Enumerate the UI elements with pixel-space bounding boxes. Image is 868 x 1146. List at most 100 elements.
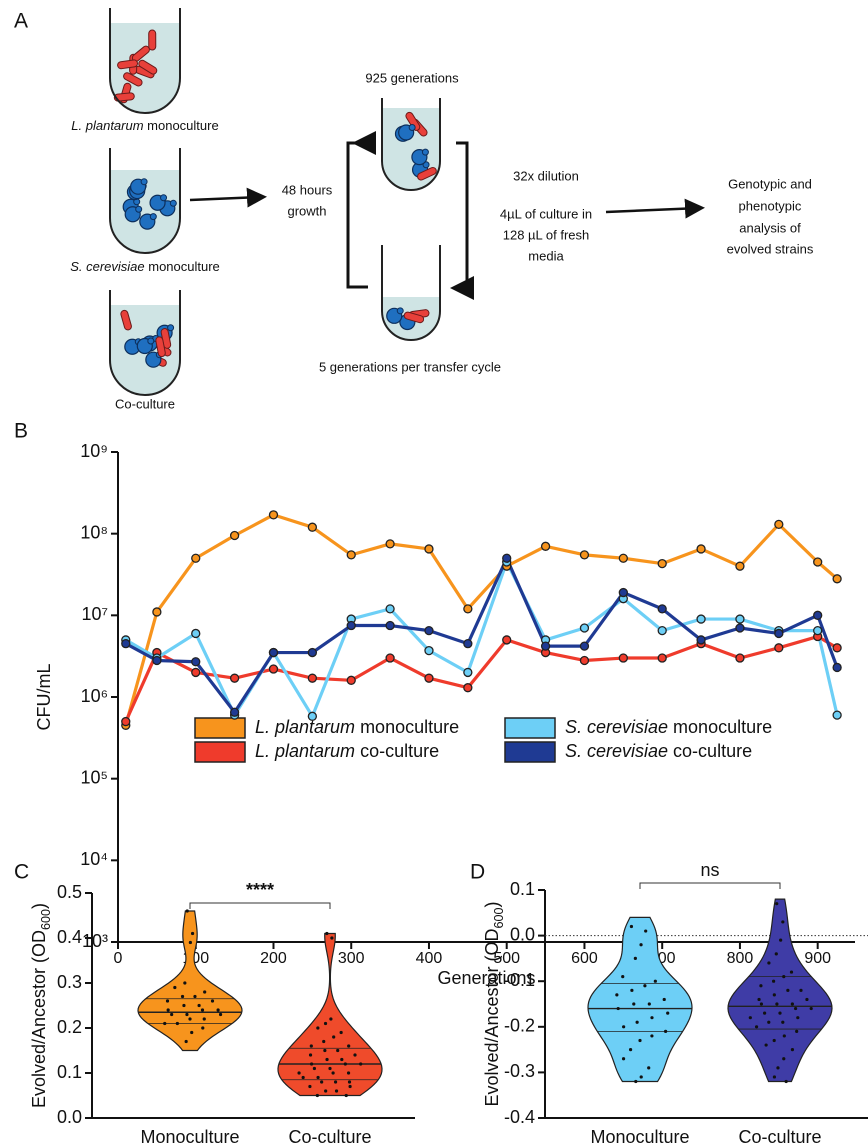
yeast-bud [147, 337, 155, 345]
data-point [353, 1053, 357, 1057]
yeast-bud [135, 205, 143, 213]
point [657, 558, 667, 569]
bacterium [123, 72, 143, 87]
point [307, 647, 318, 658]
label: 200 [260, 950, 287, 967]
label: 0.4 [57, 927, 82, 947]
point [424, 645, 434, 656]
label: 400 [416, 950, 443, 967]
data-point [638, 1038, 642, 1043]
point [832, 574, 842, 584]
bacterium [113, 92, 135, 102]
data-point [799, 988, 803, 992]
point [813, 557, 823, 567]
yeast-bud [408, 123, 416, 131]
label: evolved strains [727, 241, 814, 256]
label: -0.1 [504, 970, 535, 990]
data-point [188, 940, 192, 945]
data-point [315, 1093, 319, 1098]
data-point [615, 993, 619, 997]
data-point [331, 1071, 335, 1075]
data-point [309, 1044, 313, 1048]
point [463, 667, 473, 678]
data-point [757, 997, 761, 1002]
data-point [759, 1002, 764, 1006]
violin [137, 910, 243, 1052]
label: A [14, 10, 28, 33]
point [152, 607, 162, 617]
label: -0.3 [504, 1061, 535, 1081]
data-point [190, 931, 195, 936]
violin [587, 916, 693, 1083]
bacterium [117, 59, 138, 70]
bacterium [155, 336, 166, 358]
point [735, 561, 745, 571]
label: Generations [437, 968, 535, 988]
data-point [782, 1057, 786, 1061]
yeast-bud [149, 213, 157, 221]
label: 10⁹ [80, 441, 108, 461]
bacterium [120, 309, 132, 331]
data-point [316, 1026, 320, 1030]
data-point [316, 1075, 320, 1080]
label: D [470, 861, 485, 884]
yeast-bud [421, 148, 429, 156]
label: Co-culture [738, 1127, 821, 1146]
point [579, 550, 590, 560]
legend-swatch [194, 717, 246, 739]
data-point [653, 979, 657, 983]
point [268, 510, 279, 520]
bacterium [148, 29, 157, 51]
point [229, 673, 240, 683]
data-point [193, 994, 197, 999]
point [307, 673, 318, 683]
data-point [616, 1006, 620, 1011]
data-point [323, 1021, 328, 1026]
data-point [776, 1066, 780, 1070]
data-point [166, 1008, 170, 1012]
data-point [621, 975, 625, 979]
cycle-bracket [450, 141, 474, 300]
data-point [782, 975, 786, 979]
data-point [210, 999, 215, 1003]
point [696, 544, 706, 554]
data-point [763, 1011, 767, 1015]
label: Co-culture [288, 1127, 371, 1146]
data-point [639, 943, 643, 947]
point [657, 653, 667, 663]
data-point [772, 1038, 776, 1043]
data-point [328, 1066, 332, 1071]
data-point [324, 1089, 328, 1093]
series-line [124, 560, 839, 718]
label: -0.2 [504, 1016, 535, 1036]
data-point [183, 981, 187, 985]
label: 0 [114, 950, 123, 967]
data-point [343, 1062, 347, 1066]
yeast-bud [169, 199, 177, 207]
legend-label: L. plantarum monoculture [255, 717, 459, 737]
tube-outline [109, 8, 181, 114]
label: 10⁸ [80, 522, 108, 542]
data-point [775, 902, 779, 906]
yeast-bud [396, 307, 404, 315]
point [152, 655, 162, 666]
data-point [202, 1017, 206, 1021]
label: S. cerevisiae monoculture [70, 259, 220, 274]
point [385, 539, 395, 549]
data-point [201, 1026, 205, 1030]
point [191, 553, 201, 563]
label: 10⁵ [81, 767, 108, 787]
data-point [644, 929, 648, 933]
point [540, 541, 551, 551]
data-point [775, 1002, 779, 1006]
data-point [643, 984, 647, 988]
data-point [165, 999, 170, 1003]
cycle-bracket [346, 131, 376, 289]
point [618, 653, 628, 663]
label: 10³ [82, 931, 108, 951]
point [579, 623, 590, 633]
point [307, 711, 318, 721]
data-point [308, 1084, 312, 1089]
data-point [359, 1062, 363, 1066]
point [346, 620, 356, 631]
